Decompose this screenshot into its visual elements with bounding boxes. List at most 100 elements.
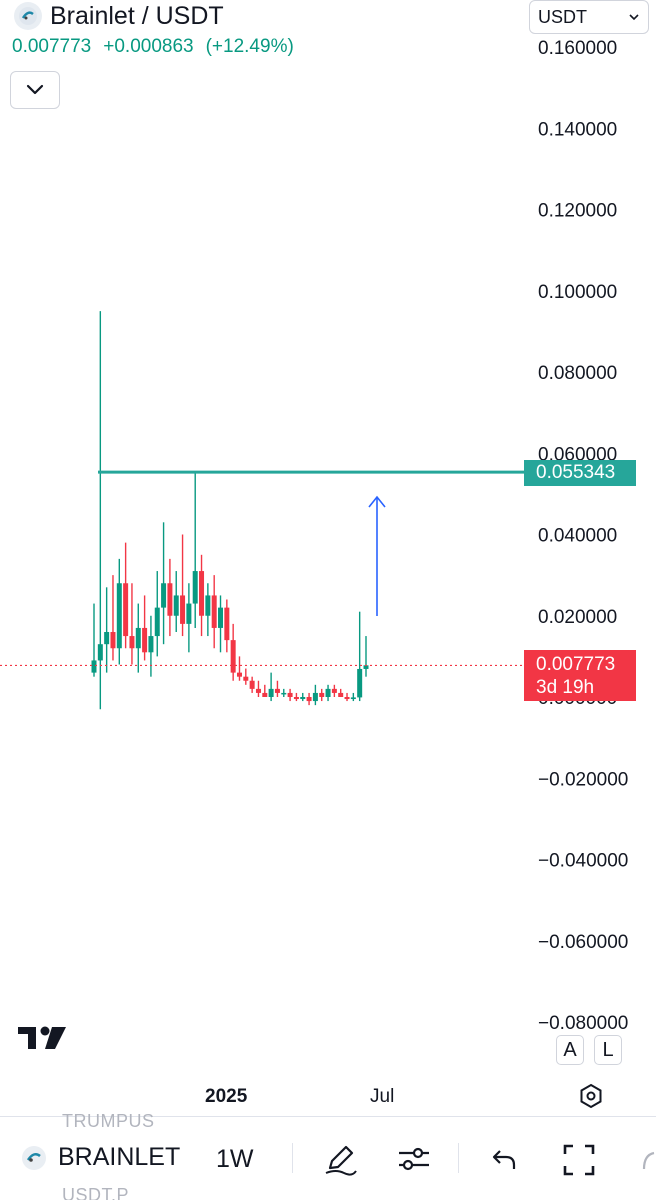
candle: [357, 611, 363, 702]
price-chart[interactable]: 0.160000 0.140000 0.120000 0.100000 0.080000…: [0, 0, 656, 1040]
candle: [173, 571, 179, 632]
candle: [331, 684, 337, 697]
candle: [192, 472, 198, 628]
chevron-down-icon: [629, 14, 639, 21]
candle: [249, 676, 255, 693]
candle-body: [211, 595, 217, 628]
currency-value: USDT: [538, 6, 587, 27]
candle-body: [331, 688, 337, 693]
candle: [154, 571, 160, 657]
log-scale-button[interactable]: L: [594, 1035, 622, 1065]
candle: [218, 595, 224, 653]
candle-body: [205, 595, 211, 616]
drawings[interactable]: [0, 470, 524, 667]
auto-scale-button[interactable]: A: [556, 1035, 584, 1065]
candle-body: [262, 692, 268, 697]
tradingview-logo-icon[interactable]: [18, 1024, 68, 1052]
last-price: 0.007773: [12, 36, 92, 57]
price-axis-label: 0.160000: [538, 38, 617, 59]
price-axis-label: 0.080000: [538, 363, 617, 384]
candle-body: [110, 632, 116, 649]
candle: [110, 575, 116, 661]
candle-body: [350, 697, 356, 700]
candle: [199, 554, 205, 637]
candle: [129, 583, 135, 665]
legend-toggle-button[interactable]: [10, 71, 60, 109]
candle-body: [357, 668, 363, 698]
candle-body: [300, 697, 306, 700]
interval-button[interactable]: 1W: [216, 1145, 254, 1174]
candle: [268, 672, 274, 702]
bar-countdown: 3d 19h: [536, 677, 595, 698]
more-tools-icon[interactable]: [640, 1149, 656, 1173]
candle: [236, 656, 242, 681]
candle: [161, 522, 167, 645]
candle-body: [135, 627, 141, 649]
candle-body: [97, 644, 103, 661]
candle-body: [255, 688, 261, 693]
candle-body: [224, 607, 230, 641]
candle-body: [129, 636, 135, 649]
chart-settings-icon[interactable]: [578, 1083, 604, 1109]
candle-body: [293, 697, 299, 700]
candle: [142, 595, 148, 661]
scroll-ghost-symbol-below: USDT.P: [62, 1185, 130, 1200]
candle: [116, 558, 122, 665]
candle-body: [268, 688, 274, 697]
last-price-tag: 0.007773 3d 19h: [524, 650, 636, 701]
candle: [230, 623, 236, 681]
arrow-head: [368, 495, 386, 508]
scroll-ghost-symbol-above: TRUMPUS: [62, 1111, 155, 1131]
brainlet-logo-icon: [22, 1145, 46, 1170]
candle-body: [243, 676, 249, 681]
brainlet-logo-icon: [14, 2, 42, 30]
candle: [312, 684, 318, 706]
candle-body: [249, 680, 255, 689]
change-pct: (+12.49%): [205, 36, 294, 57]
candle: [287, 688, 293, 702]
candle-body: [186, 603, 192, 624]
pen-icon[interactable]: [322, 1141, 358, 1177]
interval-label: 1W: [216, 1145, 254, 1173]
candle: [243, 668, 249, 685]
candle-body: [218, 607, 224, 628]
price-axis[interactable]: 0.160000 0.140000 0.120000 0.100000 0.080000…: [538, 38, 628, 1034]
arrow-drawing[interactable]: [368, 495, 386, 616]
candle: [104, 587, 110, 673]
candle: [344, 692, 350, 702]
candle-body: [142, 627, 148, 653]
candle-body: [319, 692, 325, 697]
candle: [167, 558, 173, 637]
candle: [300, 692, 306, 702]
fullscreen-icon[interactable]: [562, 1143, 596, 1177]
candle: [97, 311, 103, 710]
candle-body: [274, 688, 280, 693]
symbol-row[interactable]: Brainlet / USDT: [14, 0, 224, 32]
toolbar-divider: [292, 1143, 293, 1173]
indicators-icon[interactable]: [396, 1143, 432, 1175]
price-axis-label: −0.080000: [538, 1013, 628, 1034]
time-axis[interactable]: 2025 Jul: [0, 1080, 656, 1116]
candle-body: [325, 688, 331, 697]
candle: [123, 542, 129, 649]
candle: [186, 583, 192, 653]
candle: [319, 688, 325, 702]
candle: [262, 684, 268, 697]
candle: [180, 534, 186, 637]
currency-select[interactable]: USDT: [529, 0, 649, 34]
candle-body: [338, 692, 344, 697]
candle-body: [236, 672, 242, 677]
symbol-search-button[interactable]: BRAINLET: [20, 1143, 180, 1172]
time-label-month: Jul: [370, 1086, 395, 1107]
candle-body: [104, 632, 110, 645]
price-axis-label: −0.060000: [538, 932, 628, 953]
undo-icon[interactable]: [490, 1147, 518, 1173]
change-abs: +0.000863: [103, 36, 194, 57]
chart-header: Brainlet / USDT 0.007773 +0.000863 (+12.…: [0, 0, 656, 120]
time-label-year: 2025: [205, 1086, 248, 1107]
candle: [325, 684, 331, 702]
candle: [135, 603, 141, 673]
toolbar-divider: [458, 1143, 459, 1173]
candle-body: [123, 583, 129, 637]
candle-body: [363, 665, 369, 669]
